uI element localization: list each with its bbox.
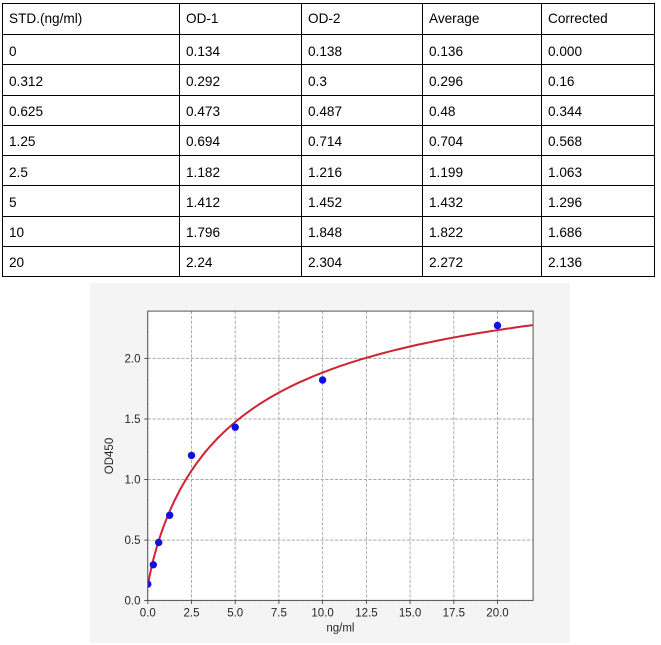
svg-text:15.0: 15.0	[399, 608, 421, 620]
svg-text:0.0: 0.0	[125, 596, 141, 608]
svg-text:5.0: 5.0	[227, 608, 243, 620]
svg-text:1.5: 1.5	[125, 414, 141, 426]
svg-text:1.0: 1.0	[125, 475, 141, 487]
svg-text:2.0: 2.0	[125, 354, 141, 366]
svg-text:0.5: 0.5	[125, 535, 141, 547]
svg-text:12.5: 12.5	[355, 608, 377, 620]
svg-text:10.0: 10.0	[311, 608, 333, 620]
svg-text:0.0: 0.0	[140, 608, 156, 620]
svg-text:OD450: OD450	[104, 438, 116, 474]
svg-text:ng/ml: ng/ml	[326, 623, 354, 635]
svg-text:17.5: 17.5	[443, 608, 465, 620]
svg-text:2.5: 2.5	[184, 608, 200, 620]
svg-text:7.5: 7.5	[271, 608, 287, 620]
svg-text:20.0: 20.0	[486, 608, 508, 620]
